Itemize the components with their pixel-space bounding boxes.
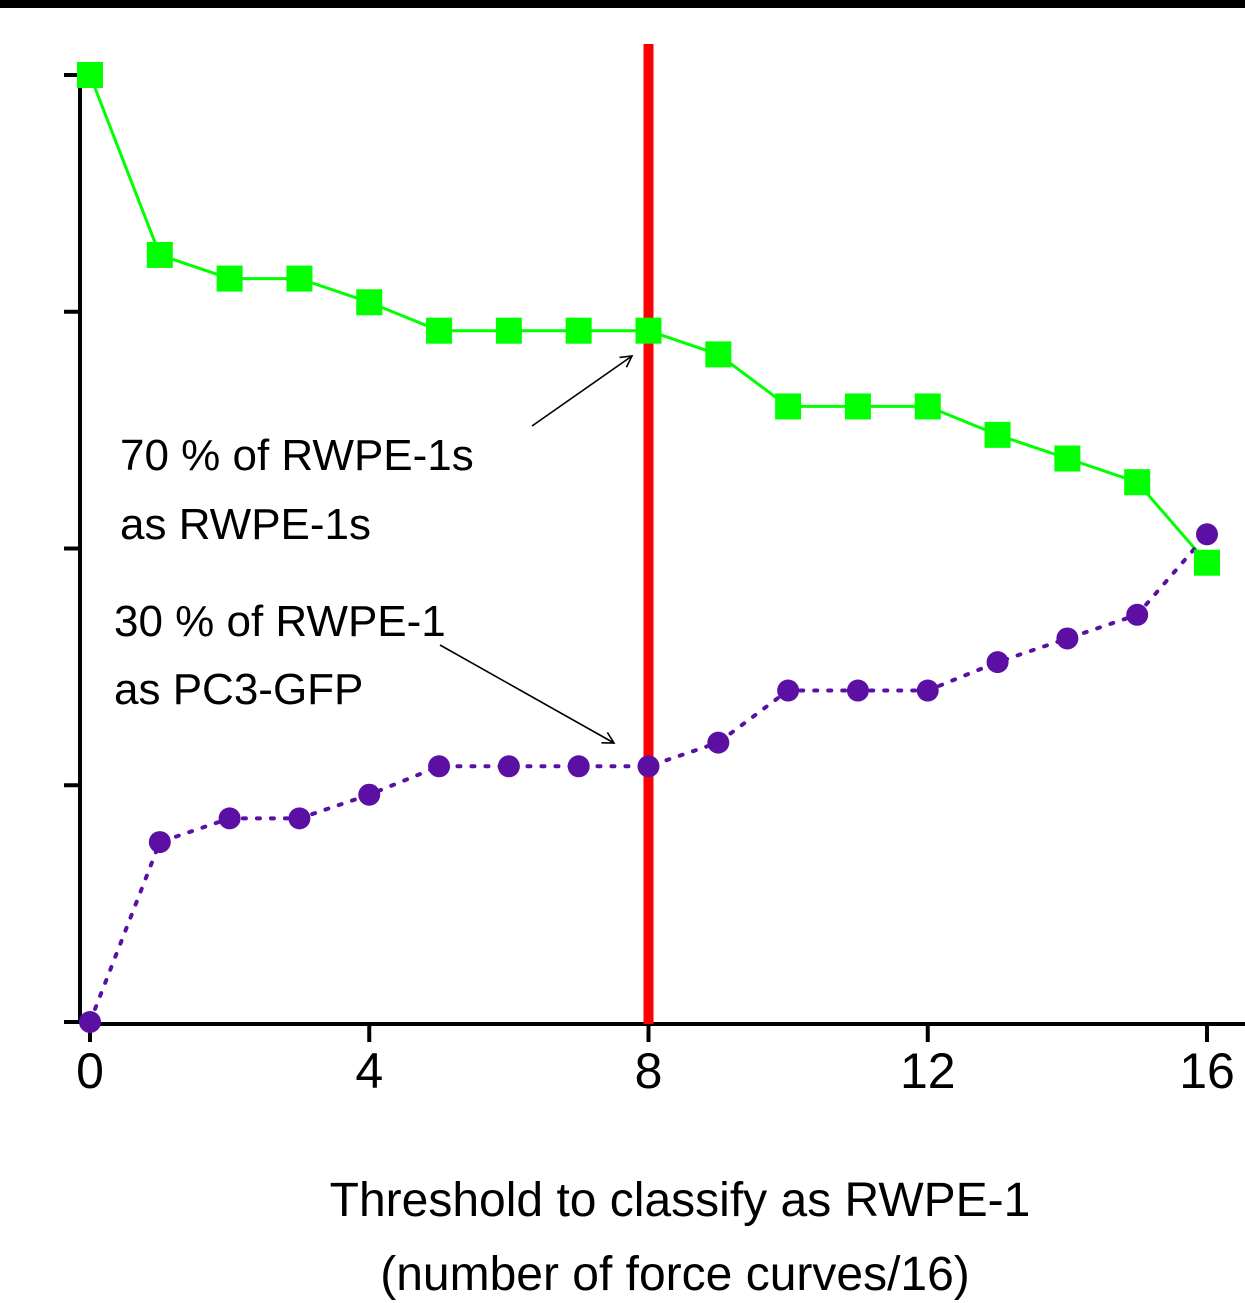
- annotations: 70 % of RWPE-1s as RWPE-1s 30 % of RWPE-…: [114, 355, 634, 744]
- series-0-point-5: [426, 317, 453, 344]
- series-1-point-11: [846, 679, 869, 702]
- series-0-point-7: [565, 317, 592, 344]
- annotation-rwpe1-correct-arrow: [531, 355, 634, 427]
- x-tick-label-4: 16: [1179, 1043, 1235, 1099]
- x-axis-title-line1: Threshold to classify as RWPE-1: [330, 1174, 1031, 1227]
- annotation-rwpe1-correct: 70 % of RWPE-1s as RWPE-1s: [120, 355, 634, 549]
- series-0-point-2: [216, 265, 243, 292]
- series-1-point-10: [777, 679, 800, 702]
- series-1-point-14: [1056, 627, 1079, 650]
- series-0-point-0: [77, 62, 103, 88]
- annotation-rwpe1-misclassified: 30 % of RWPE-1 as PC3-GFP: [114, 597, 616, 744]
- series-0-point-11: [844, 393, 871, 420]
- series-1-point-4: [358, 783, 381, 806]
- annotation-rwpe1-correct-line2: as RWPE-1s: [120, 500, 371, 549]
- annotation-rwpe1-misclassified-line1: 30 % of RWPE-1: [114, 597, 446, 646]
- x-tick-label-2: 8: [635, 1043, 663, 1099]
- series-1-point-13: [986, 651, 1009, 674]
- series-1-point-2: [218, 807, 241, 830]
- annotation-rwpe1-misclassified-arrow: [439, 644, 616, 744]
- series-0-point-1: [146, 241, 173, 268]
- annotation-rwpe1-misclassified-line2: as PC3-GFP: [114, 665, 363, 714]
- series-1-point-8: [637, 755, 660, 778]
- series-1-point-7: [567, 755, 590, 778]
- x-axis-ticks: 0 4 8 12 16: [76, 1024, 1235, 1099]
- series-1-point-6: [497, 755, 520, 778]
- top-border-bar: [0, 0, 1245, 8]
- series-0-point-3: [286, 265, 313, 292]
- axes: 0 4 8 12 16: [64, 62, 1245, 1099]
- x-axis-title-line2: (number of force curves/16): [380, 1248, 970, 1301]
- x-tick-label-0: 0: [76, 1043, 104, 1099]
- series-1-line: [88, 532, 1209, 1024]
- x-tick-label-3: 12: [900, 1043, 956, 1099]
- series-1-point-15: [1126, 603, 1149, 626]
- series-1-point-5: [428, 755, 451, 778]
- series-1-point-0: [79, 1011, 101, 1033]
- series-1-point-9: [707, 731, 730, 754]
- series-1-point-1: [148, 831, 171, 854]
- x-tick-label-1: 4: [355, 1043, 383, 1099]
- series-markers: [77, 62, 1220, 1033]
- series-0-point-14: [1054, 445, 1081, 472]
- series-0-point-16: [1194, 549, 1220, 576]
- series-0-point-6: [495, 317, 522, 344]
- annotation-rwpe1-correct-line1: 70 % of RWPE-1s: [120, 431, 474, 480]
- series-0-point-15: [1124, 469, 1151, 496]
- series-1-point-16: [1196, 523, 1218, 546]
- series-1-point-12: [916, 679, 939, 702]
- series-1-point-3: [288, 807, 311, 830]
- series-0-point-10: [775, 393, 802, 420]
- series-0-point-9: [705, 341, 732, 368]
- series-0-point-12: [914, 393, 941, 420]
- y-axis-ticks: [64, 73, 80, 1024]
- series-0-point-4: [356, 289, 383, 316]
- series-0-point-13: [984, 421, 1011, 448]
- x-axis-title: Threshold to classify as RWPE-1 (number …: [330, 1174, 1031, 1301]
- series-0-point-8: [635, 317, 662, 344]
